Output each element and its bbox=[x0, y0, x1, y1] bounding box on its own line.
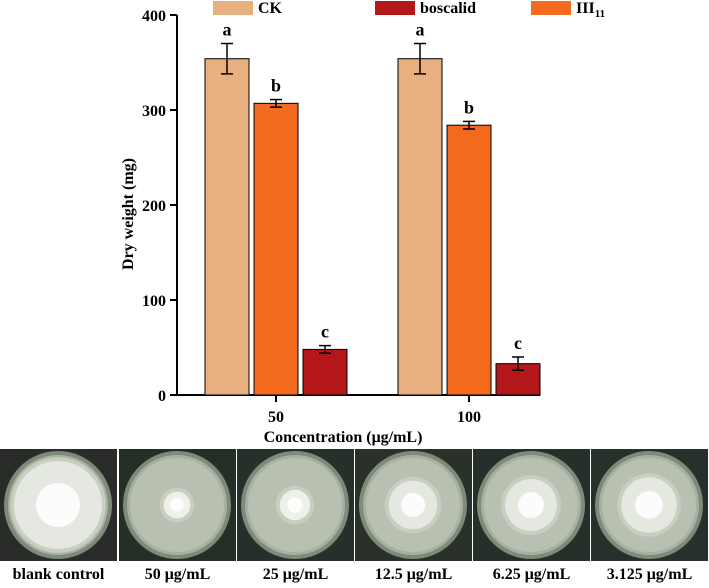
y-tick-label: 200 bbox=[142, 198, 166, 215]
petri-dish-photo bbox=[119, 449, 236, 561]
photo-caption-row: blank control 50 μg/mL 25 μg/mL 12.5 μg/mL 6… bbox=[0, 562, 709, 588]
photo-caption: blank control bbox=[12, 566, 105, 583]
legend-label-CK: CK bbox=[258, 0, 283, 17]
significance-letter: b bbox=[271, 76, 281, 96]
significance-letter: a bbox=[223, 20, 232, 40]
photo-caption: 50 μg/mL bbox=[144, 566, 211, 583]
bar-III11-50 bbox=[253, 102, 299, 396]
legend-label-boscalid: boscalid bbox=[420, 0, 476, 17]
y-tick-label: 300 bbox=[142, 103, 166, 120]
petri-dish-photo bbox=[237, 449, 354, 561]
chart-bars: a b c a b c bbox=[204, 20, 541, 396]
legend-label-III11: III11 bbox=[576, 0, 605, 20]
petri-dish-photo bbox=[0, 449, 117, 561]
petri-dish-image bbox=[473, 449, 590, 561]
y-tick-label: 0 bbox=[158, 388, 166, 405]
petri-dish-image bbox=[0, 449, 117, 561]
significance-letter: c bbox=[514, 333, 522, 353]
petri-dish-image bbox=[355, 449, 472, 561]
significance-letter: c bbox=[321, 322, 329, 342]
photo-caption: 3.125 μg/mL bbox=[606, 566, 693, 583]
petri-dish-image bbox=[237, 449, 354, 561]
bar-chart: CK boscalid III11 0 100 200 300 400 50 100 a b c a b… bbox=[120, 0, 605, 446]
petri-dish-image bbox=[119, 449, 236, 561]
bar-CK-100 bbox=[397, 58, 443, 396]
legend-swatch-CK bbox=[213, 1, 253, 15]
petri-dish-photo bbox=[355, 449, 472, 561]
bar-CK-50 bbox=[204, 58, 250, 396]
y-tick-label: 100 bbox=[142, 293, 166, 310]
bar-boscalid-50 bbox=[302, 348, 348, 396]
petri-dish-photo-row bbox=[0, 449, 709, 561]
x-tick-label: 50 bbox=[268, 409, 284, 426]
petri-dish-image bbox=[591, 449, 708, 561]
petri-dish-photo bbox=[473, 449, 590, 561]
petri-dish-photo bbox=[591, 449, 708, 561]
bar-III11-100 bbox=[446, 124, 492, 396]
significance-letter: b bbox=[464, 97, 474, 117]
legend-swatch-boscalid bbox=[375, 1, 415, 15]
legend-swatch-III11 bbox=[531, 1, 571, 15]
x-axis-label: Concentration (μg/mL) bbox=[264, 429, 423, 446]
x-tick-label: 100 bbox=[457, 409, 481, 426]
y-axis-label: Dry weight (mg) bbox=[120, 158, 137, 270]
photo-caption: 12.5 μg/mL bbox=[374, 566, 453, 583]
significance-letter: a bbox=[416, 20, 425, 40]
photo-caption: 6.25 μg/mL bbox=[492, 566, 571, 583]
y-tick-label: 400 bbox=[142, 8, 166, 25]
chart-legend: CK boscalid III11 bbox=[213, 0, 605, 20]
photo-caption: 25 μg/mL bbox=[262, 566, 329, 583]
